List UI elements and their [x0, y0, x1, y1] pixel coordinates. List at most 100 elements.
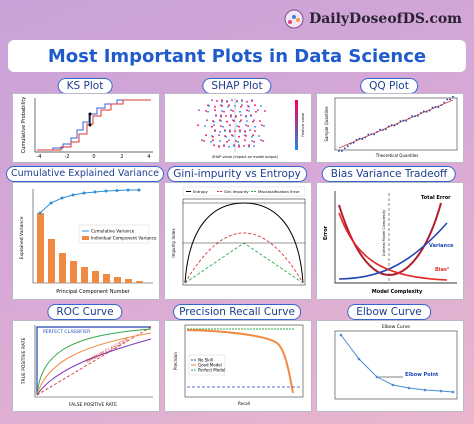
decoration — [71, 193, 75, 197]
bias-variance-plot: Total Error Variance Bias² Error Model C… — [316, 182, 464, 300]
decoration — [253, 140, 255, 143]
decoration — [248, 145, 250, 148]
decoration — [396, 123, 399, 125]
label: Recall — [238, 401, 250, 406]
decoration — [239, 130, 241, 133]
decoration — [245, 135, 247, 137]
decoration — [236, 125, 238, 127]
decoration — [228, 139, 230, 142]
decoration — [355, 138, 358, 141]
decoration — [234, 130, 236, 132]
decoration — [241, 104, 243, 107]
decoration — [182, 186, 306, 197]
decoration — [238, 144, 240, 147]
decoration — [263, 125, 265, 127]
decoration — [227, 105, 229, 108]
decoration — [340, 334, 454, 393]
decoration — [239, 120, 241, 123]
label: Error — [323, 225, 329, 240]
decoration — [104, 189, 108, 193]
panel-title: Cumulative Explained Variance — [6, 166, 164, 182]
decoration — [36, 332, 152, 396]
decoration — [38, 211, 42, 215]
decoration — [103, 274, 110, 283]
decoration — [248, 110, 250, 112]
label: 4 — [147, 154, 150, 160]
decoration — [248, 105, 250, 108]
decoration — [339, 333, 455, 394]
decoration — [197, 124, 199, 127]
decoration — [221, 99, 223, 102]
decoration — [338, 212, 448, 281]
decoration — [125, 279, 132, 283]
panel: ROC Curve PERFECT CLASSIFIER RANDOM CLAS… — [10, 304, 160, 418]
decoration — [223, 145, 225, 147]
decoration — [358, 137, 361, 140]
decoration — [384, 128, 387, 131]
label: Elbow Curve — [382, 324, 410, 330]
decoration — [92, 271, 99, 283]
decoration — [399, 120, 402, 122]
decoration — [338, 150, 340, 152]
decoration — [423, 388, 427, 392]
decoration — [240, 119, 242, 122]
decoration — [246, 120, 248, 122]
decoration — [37, 99, 151, 151]
decoration — [218, 134, 220, 137]
decoration — [88, 123, 92, 127]
decoration — [37, 213, 143, 283]
panel: KS Plot Cumulative Probability -4 -2 0 2… — [10, 78, 160, 164]
decoration — [198, 109, 200, 112]
page-title: Most Important Plots in Data Science — [47, 45, 427, 67]
decoration — [137, 188, 141, 192]
decoration — [334, 330, 458, 400]
decoration — [251, 135, 253, 138]
decoration — [82, 236, 89, 240]
decoration — [226, 140, 228, 143]
decoration — [236, 100, 238, 103]
decoration — [243, 145, 245, 147]
decoration — [422, 110, 425, 113]
decoration — [37, 99, 151, 151]
label: 2 — [120, 154, 123, 160]
decoration — [204, 125, 206, 127]
decoration — [245, 115, 247, 118]
decoration — [244, 130, 246, 133]
decoration — [361, 138, 364, 141]
label: Bias² — [435, 267, 449, 273]
decoration — [254, 130, 256, 132]
label: Misclassification Error — [258, 189, 300, 194]
decoration — [338, 202, 442, 277]
decoration — [232, 110, 234, 112]
decoration — [241, 100, 243, 102]
decoration — [32, 189, 153, 284]
decoration — [452, 95, 454, 98]
label: Explained Variance — [19, 216, 25, 259]
decoration — [233, 145, 235, 147]
decoration — [213, 144, 215, 147]
decoration — [259, 120, 261, 122]
panel: Precision Recall Curve No Skill Good Mod… — [162, 304, 312, 418]
decoration — [211, 125, 213, 128]
decoration — [235, 115, 237, 118]
roc-plot: PERFECT CLASSIFIER RANDOM CLASSIFIER TRU… — [12, 320, 160, 412]
panel-title: Precision Recall Curve — [173, 304, 301, 320]
decoration — [391, 383, 395, 387]
panel: Gini-impurity vs Entropy Entropy Gini Im… — [162, 166, 312, 302]
decoration — [425, 110, 428, 113]
decoration — [221, 100, 223, 103]
decoration — [238, 145, 240, 148]
decoration — [184, 324, 304, 398]
decoration — [214, 105, 216, 108]
ks-plot: Cumulative Probability -4 -2 0 2 4 — [12, 93, 160, 163]
decoration — [60, 196, 64, 200]
decoration — [213, 124, 215, 127]
decoration — [36, 326, 152, 396]
decoration — [367, 133, 370, 136]
decoration — [249, 129, 251, 132]
decoration — [229, 124, 231, 127]
panel-title: SHAP Plot — [202, 78, 272, 94]
decoration — [214, 109, 216, 112]
decoration — [338, 99, 454, 149]
decoration — [375, 375, 379, 379]
